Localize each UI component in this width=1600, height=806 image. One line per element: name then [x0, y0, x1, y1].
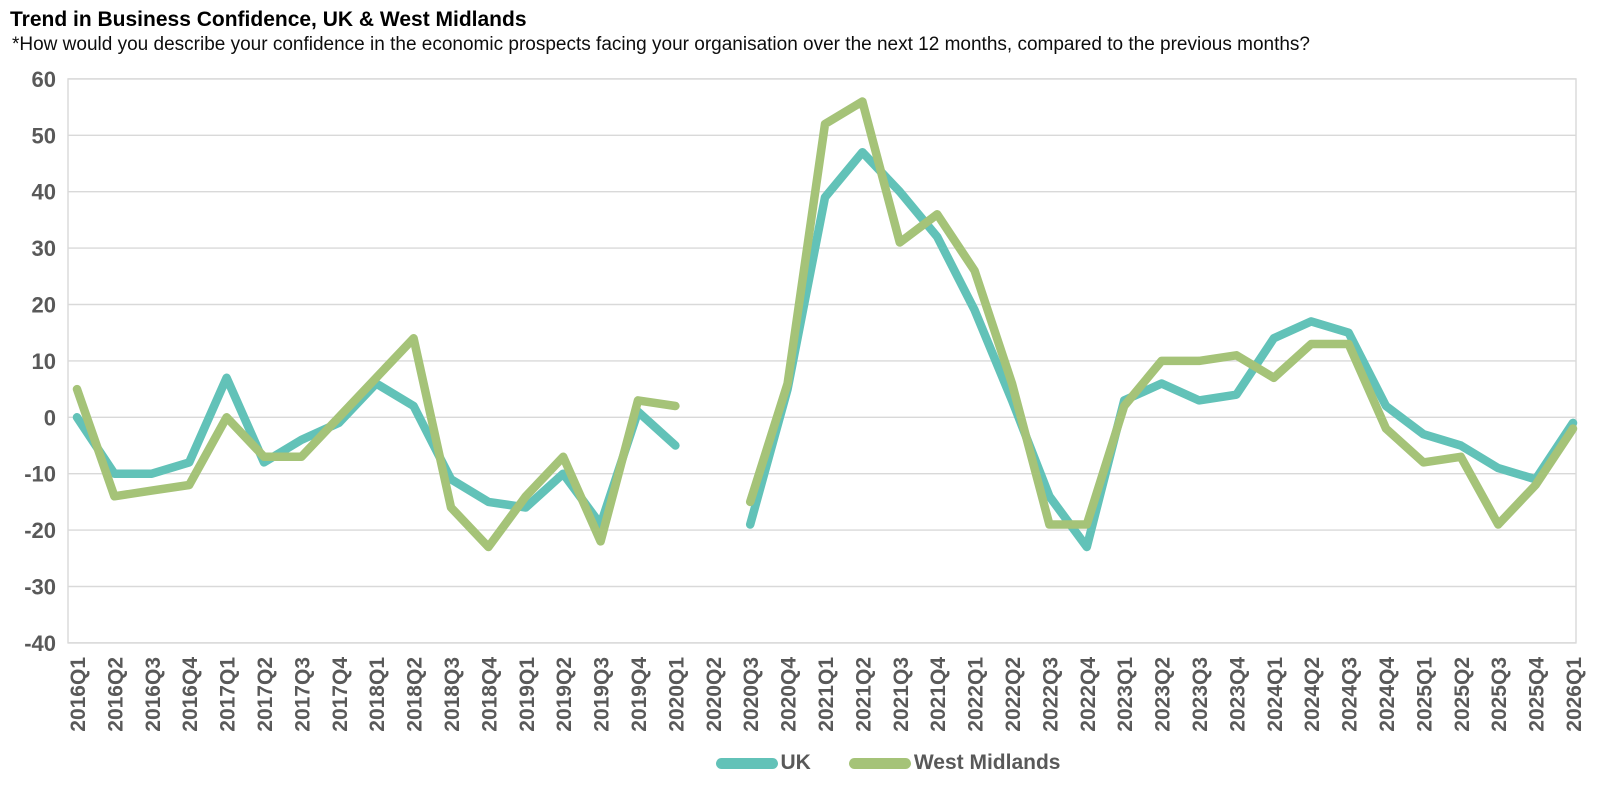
- y-tick-label: 10: [32, 349, 56, 374]
- legend-item-uk: UK: [715, 751, 811, 775]
- west-midlands-line-swatch-icon: [848, 757, 911, 769]
- y-tick-label: -20: [24, 518, 56, 543]
- x-tick-label: 2025Q2: [1451, 657, 1474, 732]
- x-tick-label: 2025Q1: [1413, 657, 1436, 732]
- x-tick-label: 2018Q4: [478, 657, 501, 732]
- x-tick-label: 2024Q4: [1376, 657, 1399, 732]
- series-line-west-midlands: [72, 334, 680, 552]
- x-tick-label: 2022Q3: [1039, 657, 1062, 732]
- y-tick-label: 20: [32, 293, 56, 318]
- x-tick-label: 2022Q4: [1077, 657, 1100, 732]
- x-tick-label: 2025Q3: [1488, 657, 1511, 732]
- x-tick-label: 2020Q4: [778, 657, 801, 732]
- x-tick-label: 2017Q3: [291, 657, 314, 732]
- x-tick-label: 2018Q2: [404, 657, 427, 732]
- x-tick-label: 2020Q3: [740, 657, 763, 732]
- legend-item-west-midlands: West Midlands: [848, 751, 1061, 775]
- x-tick-label: 2025Q4: [1526, 657, 1549, 732]
- x-tick-label: 2023Q3: [1189, 657, 1212, 732]
- plot-border: [67, 78, 1577, 644]
- y-tick-label: 30: [32, 236, 56, 261]
- x-tick-label: 2024Q3: [1339, 657, 1362, 732]
- chart-title: Trend in Business Confidence, UK & West …: [10, 8, 527, 31]
- x-tick-label: 2016Q1: [67, 657, 90, 732]
- x-tick-label: 2019Q4: [628, 657, 651, 732]
- x-tick-label: 2022Q2: [1002, 657, 1025, 732]
- x-tick-label: 2018Q1: [366, 657, 389, 732]
- x-tick-label: 2021Q4: [927, 657, 950, 732]
- x-tick-label: 2021Q3: [890, 657, 913, 732]
- y-tick-label: 40: [32, 180, 56, 205]
- x-tick-label: 2023Q2: [1152, 657, 1175, 732]
- legend-label-west-midlands: West Midlands: [913, 751, 1061, 774]
- series-line-uk: [745, 147, 1578, 552]
- x-tick-label: 2024Q1: [1264, 657, 1287, 732]
- x-tick-label: 2017Q1: [217, 657, 240, 732]
- x-tick-label: 2020Q1: [665, 657, 688, 732]
- y-tick-label: -10: [24, 462, 56, 487]
- x-tick-label: 2022Q1: [965, 657, 988, 732]
- x-tick-label: 2021Q1: [815, 657, 838, 732]
- y-tick-label: 50: [32, 123, 56, 148]
- x-tick-label: 2019Q1: [516, 657, 539, 732]
- x-tick-label: 2016Q4: [179, 657, 202, 732]
- x-tick-label: 2017Q4: [329, 657, 352, 732]
- x-tick-label: 2020Q2: [703, 657, 726, 732]
- x-tick-label: 2021Q2: [852, 657, 875, 732]
- y-tick-label: -30: [24, 575, 56, 600]
- x-tick-label: 2024Q2: [1301, 657, 1324, 732]
- x-tick-label: 2018Q3: [441, 657, 464, 732]
- x-tick-label: 2017Q2: [254, 657, 277, 732]
- legend-label-uk: UK: [780, 751, 811, 774]
- chart-subtitle: *How would you describe your confidence …: [12, 34, 1311, 55]
- x-tick-label: 2023Q1: [1114, 657, 1137, 732]
- x-tick-label: 2016Q3: [142, 657, 165, 732]
- x-tick-label: 2019Q3: [591, 657, 614, 732]
- chart-legend: UK West Midlands: [88, 751, 1600, 775]
- series-line-west-midlands: [745, 97, 1578, 529]
- x-tick-label: 2023Q4: [1226, 657, 1249, 732]
- y-tick-label: -40: [24, 631, 56, 656]
- line-chart-canvas: -40 -30 -20 -10 0 10 20 30 40 50 60 2016Q1 2016Q2 201…: [24, 67, 1586, 732]
- y-tick-label: 0: [44, 405, 56, 430]
- uk-line-swatch-icon: [715, 757, 778, 769]
- y-tick-label: 60: [32, 67, 56, 92]
- x-tick-label: 2026Q1: [1563, 657, 1586, 732]
- x-tick-label: 2016Q2: [104, 657, 127, 732]
- x-tick-label: 2019Q2: [553, 657, 576, 732]
